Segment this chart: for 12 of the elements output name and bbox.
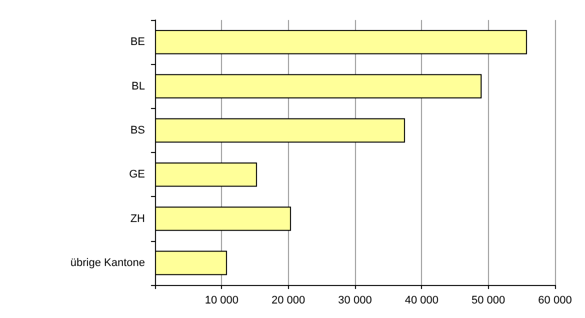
y-tick-label: BS	[130, 124, 145, 136]
x-tick-label: 50 000	[472, 294, 506, 306]
x-tick-label: 60 000	[538, 294, 572, 306]
x-tick-label: 30 000	[338, 294, 372, 306]
y-tick-label: übrige Kantone	[70, 256, 145, 269]
y-tick-label: BL	[132, 80, 145, 92]
x-tick-label: 10 000	[204, 294, 238, 306]
x-tick-label: 40 000	[404, 294, 438, 306]
y-tick-label: GE	[129, 168, 145, 181]
y-tick-label: BE	[130, 36, 145, 48]
y-tick-label: ZH	[130, 212, 146, 225]
x-tick-label: 20 000	[272, 294, 306, 306]
